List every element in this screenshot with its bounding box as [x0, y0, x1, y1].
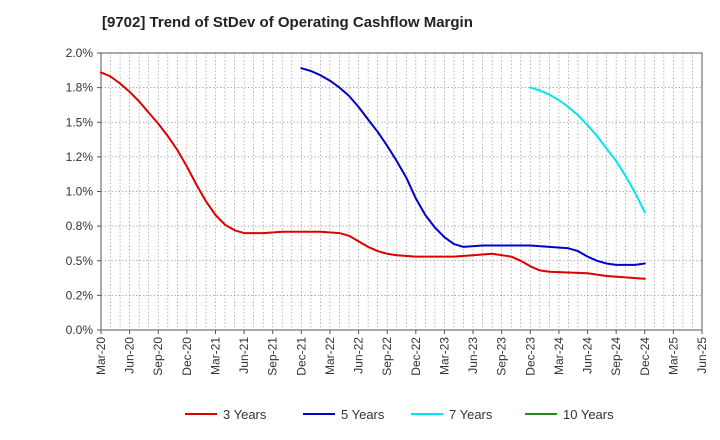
y-tick-label: 0.0% — [66, 323, 94, 337]
y-tick-label: 0.5% — [66, 254, 94, 268]
y-tick-label: 1.8% — [66, 81, 94, 95]
plot-frame — [100, 52, 703, 331]
x-tick-label: Mar-21 — [208, 337, 222, 375]
x-tick-label: Sep-24 — [609, 337, 623, 376]
legend-label-10-years: 10 Years — [563, 407, 614, 422]
legend-label-7-years: 7 Years — [449, 407, 493, 422]
series-line-5-years — [300, 67, 646, 266]
x-tick-label: Dec-20 — [180, 337, 194, 376]
x-tick-label: Dec-24 — [638, 337, 652, 376]
x-tick-label: Jun-23 — [466, 337, 480, 374]
x-tick-label: Dec-23 — [523, 337, 537, 376]
legend-label-3-years: 3 Years — [223, 407, 267, 422]
x-tick-label: Jun-20 — [123, 337, 137, 374]
series-line-7-years — [529, 86, 646, 214]
y-tick-label: 1.5% — [66, 115, 94, 129]
x-tick-label: Jun-21 — [237, 337, 251, 374]
y-tick-label: 2.0% — [66, 46, 94, 60]
legend-label-5-years: 5 Years — [341, 407, 385, 422]
y-tick-label: 0.2% — [66, 288, 94, 302]
x-tick-label: Mar-20 — [94, 337, 108, 375]
x-tick-label: Sep-21 — [266, 337, 280, 376]
x-tick-label: Mar-24 — [552, 337, 566, 375]
y-tick-label: 1.2% — [66, 150, 94, 164]
chart-title: [9702] Trend of StDev of Operating Cashf… — [102, 14, 473, 31]
x-tick-label: Mar-25 — [666, 337, 680, 375]
x-tick-label: Dec-22 — [409, 337, 423, 376]
x-tick-label: Mar-23 — [437, 337, 451, 375]
x-tick-label: Jun-24 — [581, 337, 595, 374]
y-tick-label: 0.8% — [66, 219, 94, 233]
x-tick-label: Sep-20 — [151, 337, 165, 376]
x-tick-label: Mar-22 — [323, 337, 337, 375]
x-tick-label: Sep-22 — [380, 337, 394, 376]
y-tick-label: 1.0% — [66, 185, 94, 199]
x-tick-label: Jun-22 — [352, 337, 366, 374]
x-tick-label: Jun-25 — [695, 337, 709, 374]
x-tick-label: Sep-23 — [495, 337, 509, 376]
x-tick-label: Dec-21 — [294, 337, 308, 376]
series-line-3-years — [100, 71, 646, 280]
